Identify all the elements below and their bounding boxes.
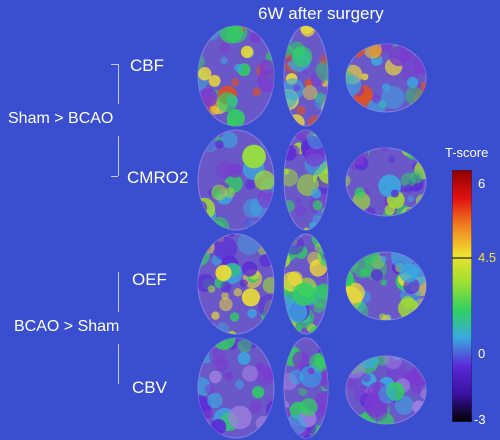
row-label-cbv: CBV xyxy=(132,378,167,397)
row-label-cbf: CBF xyxy=(130,56,164,75)
brain-panel-cmro2-coronal xyxy=(344,146,428,218)
brain-panel-cmro2-sagittal xyxy=(282,128,330,232)
brain-panel-cbv-coronal xyxy=(344,354,428,426)
row-label-oef: OEF xyxy=(132,270,167,289)
brain-panel-cbv-axial xyxy=(196,336,276,440)
bracket-bcao-lower xyxy=(118,344,119,384)
brain-panel-cmro2-axial xyxy=(196,128,276,232)
group-label-bcao-gt-sham: BCAO > Sham xyxy=(14,318,120,335)
bracket-sham-upper xyxy=(118,64,119,104)
colorbar-title: T-score xyxy=(445,145,489,160)
bracket-sham-lower xyxy=(118,136,119,176)
brain-panel-cbf-sagittal xyxy=(282,24,330,128)
group-label-sham-gt-bcao: Sham > BCAO xyxy=(8,110,114,127)
brain-panel-cbv-sagittal xyxy=(282,336,330,440)
brain-panel-cbf-coronal xyxy=(344,42,428,114)
bracket-bcao-upper xyxy=(118,272,119,312)
row-label-cmro2: CMRO2 xyxy=(127,168,189,187)
brain-panel-oef-axial xyxy=(196,232,276,336)
colorbar-zero-label: 0 xyxy=(478,346,486,361)
figure-title: 6W after surgery xyxy=(258,4,384,23)
brain-panel-oef-sagittal xyxy=(282,232,330,336)
colorbar xyxy=(452,170,472,422)
colorbar-gradient xyxy=(452,170,472,422)
colorbar-max-label: 6 xyxy=(478,176,486,191)
brain-panel-cbf-axial xyxy=(196,24,276,128)
colorbar-min-label: -3 xyxy=(474,412,486,427)
brain-panel-oef-coronal xyxy=(344,250,428,322)
colorbar-threshold-label: 4.5 xyxy=(478,250,497,265)
tick-cbf xyxy=(111,64,118,65)
tick-cmro2 xyxy=(111,176,118,177)
